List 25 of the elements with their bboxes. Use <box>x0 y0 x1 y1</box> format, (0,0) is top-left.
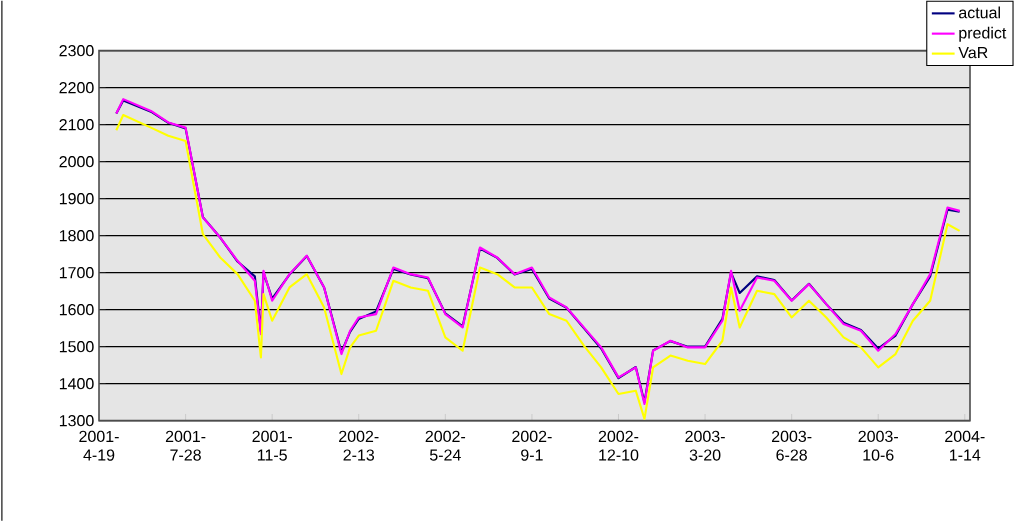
y-tick-label: 1700 <box>59 266 94 279</box>
y-tick-label: 1400 <box>59 377 94 390</box>
x-tick-label: 2003-6-28 <box>771 430 812 461</box>
x-tick-label: 2001-7-28 <box>165 430 206 461</box>
y-tick-label: 1600 <box>59 303 94 316</box>
legend-label: predict <box>959 26 1007 42</box>
y-tick-label: 1300 <box>59 414 94 427</box>
y-tick-label: 1500 <box>59 340 94 353</box>
y-tick-label: 2000 <box>59 155 94 168</box>
x-tick-label: 2003-10-6 <box>858 430 898 461</box>
y-tick-label: 2200 <box>59 81 94 94</box>
legend-label: actual <box>959 6 1000 19</box>
legend-label: VaR <box>958 46 988 59</box>
y-tick-label: 1900 <box>59 192 94 205</box>
x-tick-label: 2001-4-19 <box>79 430 119 461</box>
y-tick-label: 1800 <box>59 229 94 242</box>
x-tick-label: 2002-9-1 <box>512 430 552 461</box>
y-tick-label: 2300 <box>59 44 94 57</box>
x-tick-label: 2002-5-24 <box>425 430 466 461</box>
x-tick-label: 2003-3-20 <box>685 430 725 461</box>
x-tick-label: 2002-12-10 <box>598 430 639 461</box>
y-tick-label: 2100 <box>59 118 94 131</box>
x-tick-label: 2004-1-14 <box>945 430 985 461</box>
x-tick-label: 2002-2-13 <box>339 430 379 461</box>
x-tick-label: 2001-11-5 <box>252 430 292 461</box>
